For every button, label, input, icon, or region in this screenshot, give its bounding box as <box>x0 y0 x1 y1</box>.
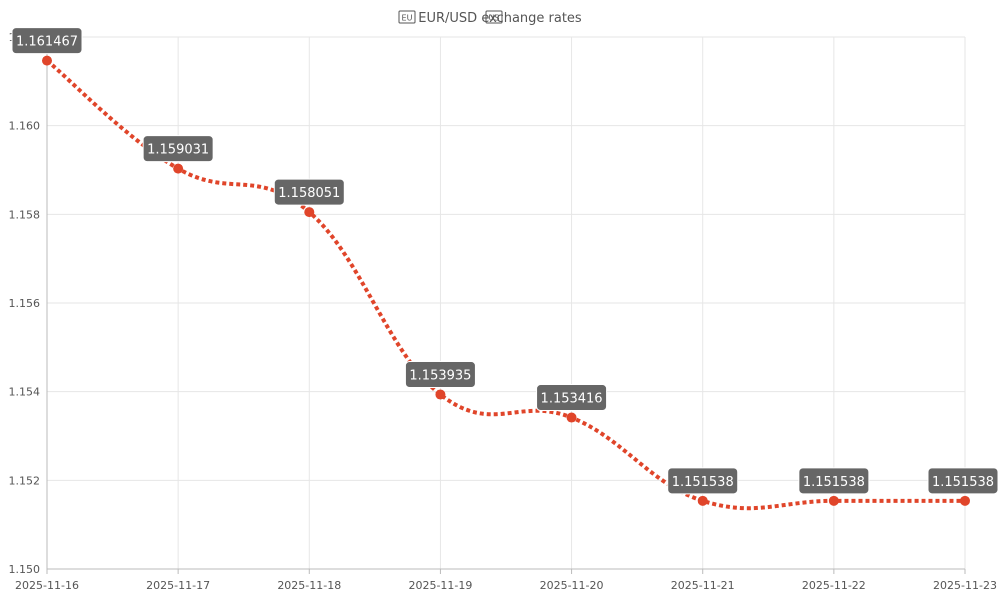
data-label: 1.158051 <box>273 178 345 206</box>
data-point[interactable] <box>304 207 315 218</box>
x-tick-label: 2025-11-19 <box>408 579 472 592</box>
data-label-text: 1.151538 <box>672 475 734 490</box>
y-tick-label: 1.156 <box>9 297 41 310</box>
data-point[interactable] <box>435 389 446 400</box>
y-tick-label: 1.150 <box>9 563 41 576</box>
series-path <box>45 59 965 511</box>
data-label-text: 1.151538 <box>803 475 865 490</box>
data-label-text: 1.153416 <box>541 392 603 407</box>
axes <box>46 37 966 574</box>
data-point[interactable] <box>566 412 577 423</box>
data-label: 1.151538 <box>798 467 870 495</box>
data-label: 1.159031 <box>142 135 214 163</box>
data-label-box <box>927 467 999 495</box>
y-tick-label: 1.158 <box>9 208 41 221</box>
series-line <box>45 59 965 511</box>
data-label-box <box>11 27 83 55</box>
data-label-box <box>536 384 608 412</box>
data-label: 1.153416 <box>536 384 608 412</box>
data-label-text: 1.151538 <box>932 475 994 490</box>
data-point[interactable] <box>960 495 970 506</box>
data-label: 1.151538 <box>927 467 999 495</box>
data-label-box <box>142 135 214 163</box>
y-tick-label: 1.152 <box>9 474 41 487</box>
us-flag-icon: US <box>485 10 503 24</box>
data-label-box <box>273 178 345 206</box>
data-label-text: 1.159031 <box>147 143 209 158</box>
data-label-box <box>798 467 870 495</box>
y-tick-label: 1.154 <box>9 386 41 399</box>
svg-text:US: US <box>489 14 500 23</box>
data-label: 1.153935 <box>404 361 476 389</box>
data-point[interactable] <box>697 495 708 506</box>
x-axis-ticks: 2025-11-16 2025-11-17 2025-11-18 2025-11-19… <box>15 579 997 592</box>
data-label-box <box>404 361 476 389</box>
chart-title-text: EUR/USD exchange rates <box>418 11 582 26</box>
data-point[interactable] <box>173 163 184 174</box>
chart-title: EU EUR/USD exchange rates US <box>398 10 582 26</box>
svg-text:EU: EU <box>402 14 413 23</box>
x-tick-label: 2025-11-18 <box>277 579 341 592</box>
eu-flag-icon: EU <box>398 10 416 24</box>
x-tick-label: 2025-11-22 <box>802 579 866 592</box>
data-label-text: 1.161467 <box>16 35 78 50</box>
x-tick-label: 2025-11-23 <box>933 579 997 592</box>
data-point[interactable] <box>828 495 839 506</box>
data-points <box>42 55 970 506</box>
x-tick-label: 2025-11-21 <box>671 579 735 592</box>
data-label: 1.161467 <box>11 27 83 55</box>
data-label-text: 1.158051 <box>278 186 340 201</box>
data-point[interactable] <box>42 55 52 66</box>
data-label: 1.151538 <box>667 467 739 495</box>
y-tick-label: 1.160 <box>9 120 41 133</box>
data-label-text: 1.153935 <box>409 369 471 384</box>
data-labels: 1.161467 1.159031 1.158051 1.153935 1.153416… <box>11 27 999 495</box>
x-tick-label: 2025-11-20 <box>540 579 604 592</box>
x-tick-label: 2025-11-17 <box>146 579 210 592</box>
data-label-box <box>667 467 739 495</box>
x-tick-label: 2025-11-16 <box>15 579 79 592</box>
